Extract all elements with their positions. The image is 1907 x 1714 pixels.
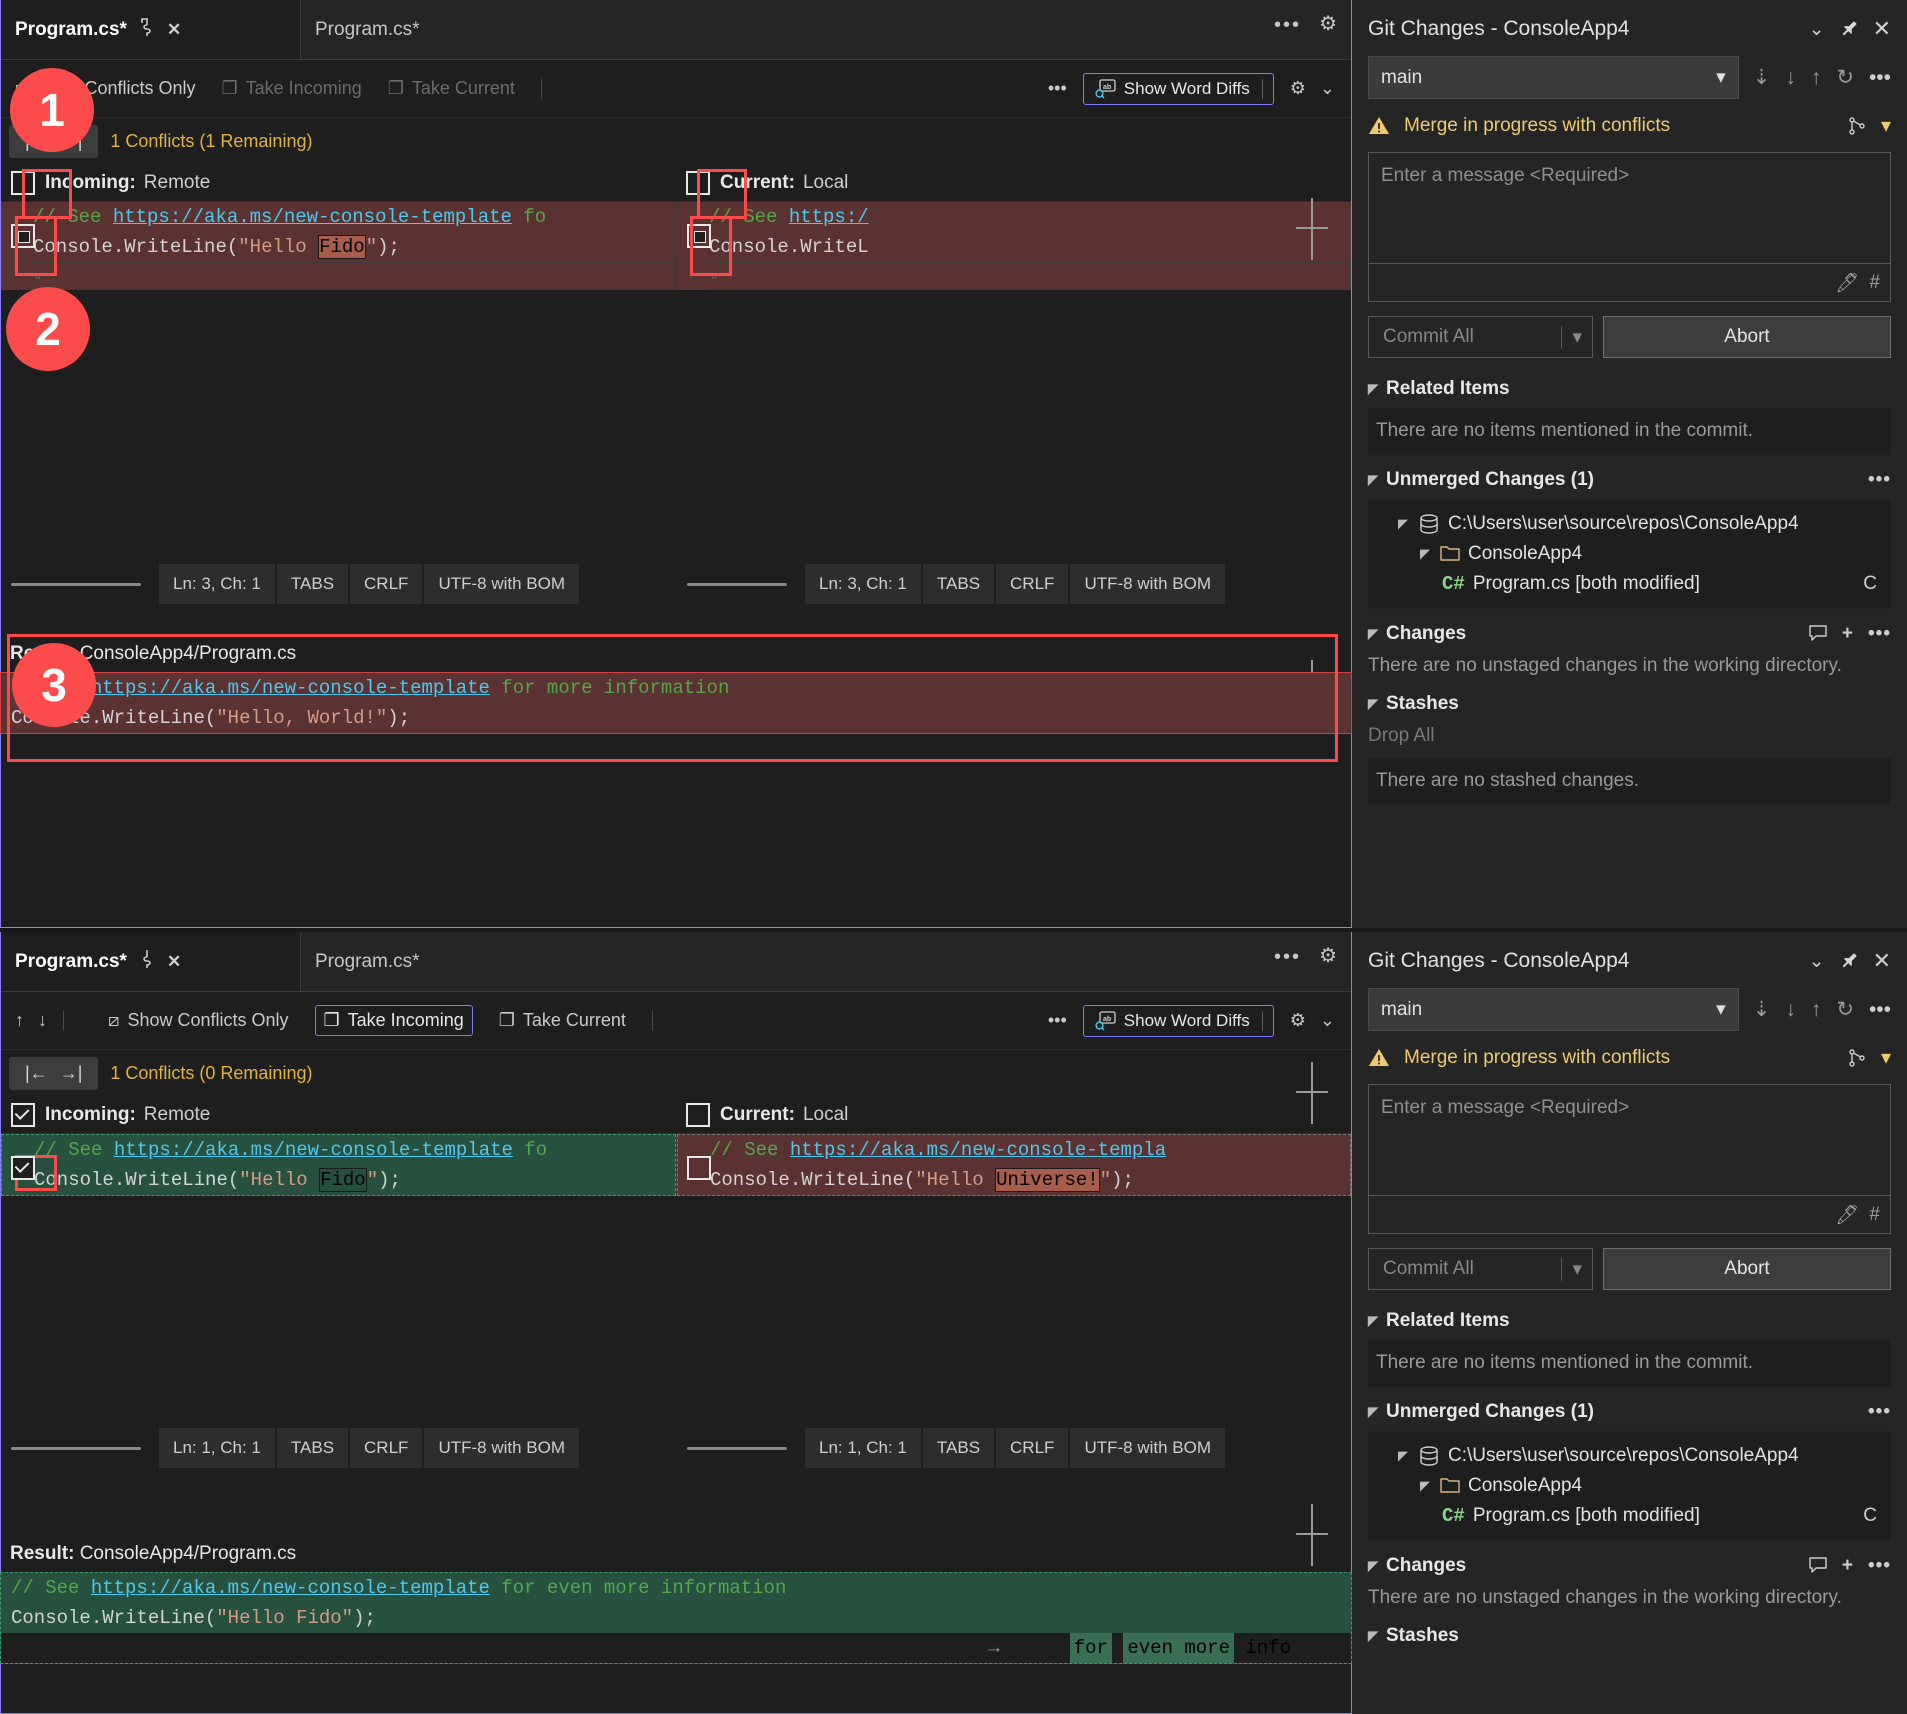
svg-text:ab: ab [1103, 84, 1111, 91]
svg-text:ab: ab [1103, 1016, 1111, 1023]
